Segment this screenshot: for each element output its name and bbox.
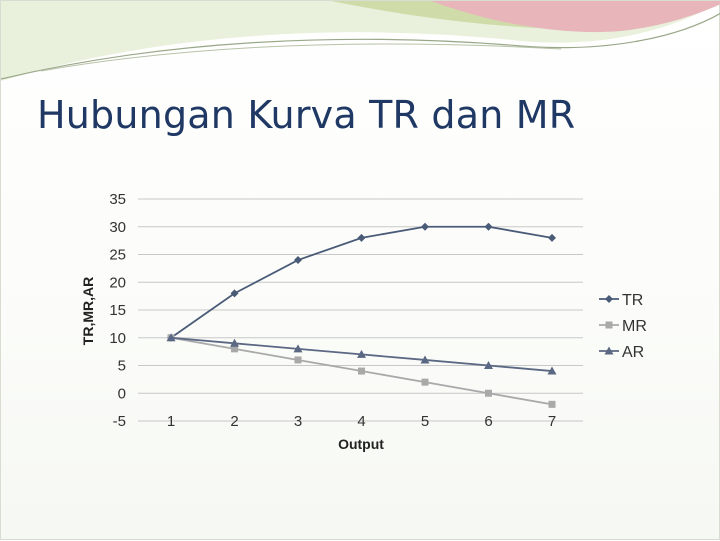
y-tick-label: -5 [113,413,126,430]
x-tick-label: 6 [484,413,492,430]
data-point-mr [421,378,429,386]
data-point-tr [230,289,239,298]
slide-title: Hubungan Kurva TR dan MR [37,93,576,137]
header-decoration [1,1,720,81]
header-swoosh-2 [40,43,562,72]
y-tick-label: 5 [118,358,126,375]
x-axis-title: Output [338,436,384,452]
x-tick-label: 2 [230,413,238,430]
data-point-mr [358,367,365,375]
x-tick-label: 5 [421,413,429,430]
data-point-tr [357,233,366,242]
data-point-tr [421,222,429,231]
data-point-mr [548,400,556,408]
data-point-ar [547,366,557,375]
y-tick-label: 10 [109,330,126,347]
x-tick-label: 1 [167,413,175,430]
header-swoosh-1 [1,12,720,80]
x-tick-label: 3 [294,413,302,430]
y-tick-label: 25 [109,247,126,264]
x-tick-label: 7 [548,413,556,430]
data-point-ar [166,333,176,342]
data-point-mr [485,389,492,397]
data-point-ar [420,355,430,364]
legend-marker-ar [604,346,614,355]
y-tick-label: 35 [109,191,126,208]
legend-marker-tr [605,295,613,303]
y-tick-label: 0 [118,385,126,402]
data-point-tr [294,256,302,265]
data-point-ar [293,344,303,353]
data-point-ar [484,361,493,369]
legend-marker-mr [605,321,613,329]
data-point-mr [231,345,238,353]
data-point-mr [294,356,302,364]
y-tick-label: 15 [109,302,126,319]
data-point-tr [548,233,556,242]
header-band-pink [431,1,720,33]
data-point-ar [230,338,239,347]
y-tick-label: 30 [109,219,126,236]
data-point-ar [357,349,366,358]
y-tick-label: 20 [109,274,126,291]
y-axis-title: TR,MR,AR [80,277,96,345]
legend-label-mr: MR [622,318,647,335]
data-point-tr [484,222,493,231]
legend-label-ar: AR [622,344,644,361]
legend-label-tr: TR [622,292,643,309]
x-tick-label: 4 [357,413,365,430]
